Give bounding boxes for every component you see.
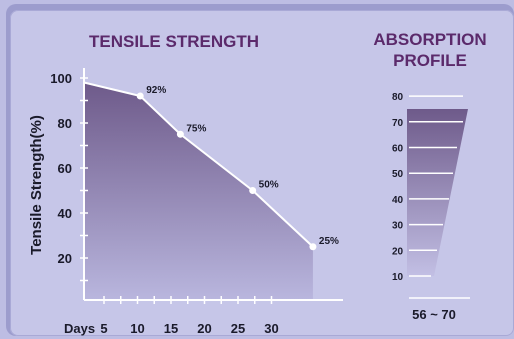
absorption-tick-label: 50 (392, 169, 404, 180)
absorption-title-line1: ABSORPTION (373, 30, 486, 49)
tensile-area (84, 82, 313, 300)
absorption-tick-label: 10 (392, 272, 404, 283)
tensile-data-point (136, 92, 144, 100)
tensile-x-tick-label: 30 (264, 321, 278, 336)
tensile-x-tick-label: 20 (197, 321, 211, 336)
tensile-x-tick-label: 15 (164, 321, 178, 336)
absorption-title-line2: PROFILE (393, 51, 467, 70)
tensile-y-tick-label: 60 (58, 161, 72, 176)
tensile-data-point (176, 130, 184, 138)
tensile-data-point (309, 243, 317, 251)
absorption-tick-label: 40 (392, 195, 404, 206)
tensile-y-tick-label: 80 (58, 116, 72, 131)
absorption-tick-label: 80 (392, 92, 404, 103)
tensile-title: TENSILE STRENGTH (89, 32, 259, 51)
tensile-data-label: 75% (186, 123, 206, 134)
absorption-chart: 10 20 30 40 50 60 70 80 (392, 92, 470, 299)
absorption-tick-label: 70 (392, 118, 404, 129)
absorption-range-label: 56 ~ 70 (412, 307, 456, 322)
absorption-tick-label: 20 (392, 246, 404, 257)
absorption-tick-label: 30 (392, 221, 404, 232)
absorption-area (407, 109, 468, 276)
tensile-x-tick-label: 25 (231, 321, 245, 336)
tensile-y-tick-label: 100 (50, 71, 72, 86)
tensile-data-label: 25% (319, 236, 339, 247)
tensile-y-tick-label: 20 (58, 251, 72, 266)
tensile-data-label: 92% (146, 85, 166, 96)
tensile-data-point (249, 187, 257, 194)
tensile-data-label: 50% (259, 180, 279, 191)
tensile-y-tick-label: 40 (58, 206, 72, 221)
tensile-x-tick-label: 10 (130, 321, 144, 336)
tensile-x-axis-label: Days (64, 321, 95, 336)
tensile-y-axis-label: Tensile Strength(%) (28, 115, 45, 255)
absorption-tick-label: 60 (392, 144, 404, 155)
tensile-chart: 20 40 60 80 100 5 10 15 20 25 30 92% 75% 50% 25% (50, 68, 343, 336)
tensile-x-tick-label: 5 (100, 321, 107, 336)
